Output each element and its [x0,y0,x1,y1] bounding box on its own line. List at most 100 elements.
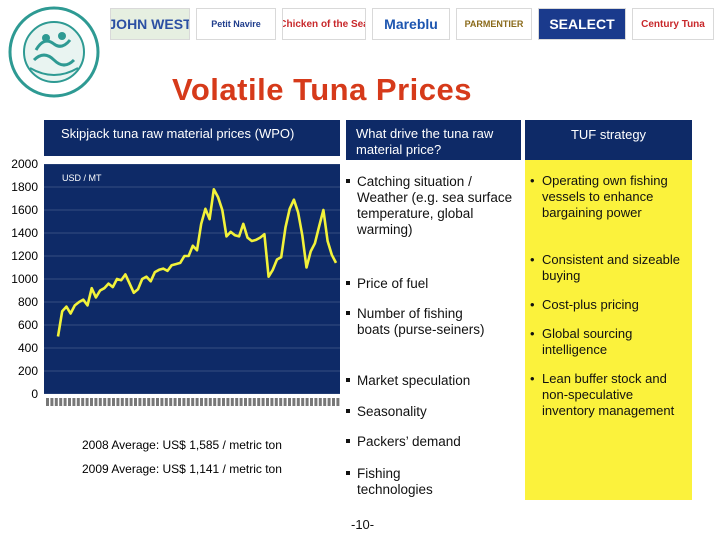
driver-item: Catching situation / Weather (e.g. sea s… [346,174,517,238]
chart-plot-area [44,164,340,394]
x-tick-label [160,398,164,406]
x-tick-label [279,398,283,406]
x-tick-label [112,398,115,406]
tuf-strategy-header: TUF strategy [525,120,692,160]
x-tick-label [226,398,230,406]
x-tick-label [305,398,309,406]
x-tick-label [129,398,133,406]
x-tick-label [116,398,120,406]
driver-item: Price of fuel [346,276,517,292]
x-tick-label [54,398,58,406]
x-tick-label [164,398,168,406]
x-tick-label [156,398,159,406]
x-tick-label [244,398,247,406]
x-tick-label [173,398,177,406]
brand-logo-sealect: SEALECT [538,8,626,40]
x-tick-label [314,398,318,406]
x-tick-label [283,398,287,406]
x-tick-label [191,398,195,406]
y-tick-label: 1600 [11,203,38,217]
x-tick-label [120,398,124,406]
x-tick-label [151,398,155,406]
x-tick-label [200,398,203,406]
chart-unit-label: USD / MT [62,173,102,183]
brand-logo-mareblu: Mareblu [372,8,450,40]
x-tick-label [182,398,186,406]
price-line [56,187,338,337]
x-tick-label [178,398,181,406]
x-tick-label [94,398,98,406]
x-tick-label [332,398,335,406]
avg-2009: 2009 Average: US$ 1,141 / metric ton [82,462,282,476]
y-tick-label: 1800 [11,180,38,194]
strategy-item: • Cost-plus pricing [530,297,639,312]
strategy-item: • Global sourcing intelligence [530,326,633,357]
y-tick-label: 1400 [11,226,38,240]
x-tick-label [169,398,173,406]
x-tick-label [134,398,137,406]
x-tick-label [68,398,71,406]
x-tick-label [270,398,274,406]
x-tick-label [138,398,142,406]
strategy-item: • Operating own fishing vessels to enhanc… [530,173,668,220]
x-axis-date-labels [44,396,340,408]
x-tick-label [107,398,111,406]
slide-title: Volatile Tuna Prices [172,72,473,107]
avg-2008: 2008 Average: US$ 1,585 / metric ton [82,438,282,452]
y-tick-label: 1200 [11,249,38,263]
x-tick-label [301,398,305,406]
company-logo [6,4,102,108]
x-tick-label [222,398,225,406]
driver-item: Market speculation [346,373,517,389]
x-tick-label [63,398,67,406]
x-tick-label [98,398,102,406]
x-tick-label [327,398,331,406]
x-tick-label [217,398,221,406]
y-tick-label: 200 [18,364,38,378]
strategy-item: • Consistent and sizeable buying [530,252,681,283]
x-tick-label [239,398,243,406]
x-tick-label [252,398,256,406]
y-tick-label: 0 [31,387,38,401]
x-tick-label [46,398,49,406]
x-tick-label [195,398,199,406]
brand-logo-john-west: JOHN WEST [110,8,190,40]
x-tick-label [50,398,54,406]
x-tick-label [288,398,291,406]
x-tick-label [336,398,340,406]
strategy-item: • Lean buffer stock and non-speculative i… [530,371,675,418]
y-tick-label: 2000 [11,157,38,171]
x-tick-label [248,398,252,406]
driver-item: Seasonality [346,404,517,420]
x-tick-label [85,398,89,406]
x-tick-label [310,398,313,406]
x-tick-label [208,398,212,406]
x-tick-label [257,398,261,406]
price-chart: 0 200 400 600 800 1000 1200 1400 1600 1800 2000 US… [11,157,340,408]
x-tick-label [318,398,322,406]
x-tick-label [213,398,217,406]
x-tick-label [266,398,269,406]
x-tick-label [147,398,151,406]
drivers-header: What drive the tuna raw material price? [346,120,521,160]
x-tick-label [292,398,296,406]
x-tick-label [90,398,93,406]
brand-logo-parmentier: PARMENTIER [456,8,532,40]
x-tick-label [230,398,234,406]
x-tick-label [76,398,80,406]
y-tick-label: 600 [18,318,38,332]
x-tick-label [59,398,63,406]
x-tick-label [125,398,129,406]
chart-header: Skipjack tuna raw material prices (WPO) [44,120,340,156]
driver-item: Fishing technologies [346,466,467,498]
x-tick-label [323,398,327,406]
x-tick-label [261,398,265,406]
y-tick-label: 800 [18,295,38,309]
brand-logo-century-tuna: Century Tuna [632,8,714,40]
x-tick-label [186,398,190,406]
x-tick-label [296,398,300,406]
brand-logo-chicken-of-the-sea: Chicken of the Sea [282,8,366,40]
x-tick-label [72,398,76,406]
brand-logo-petit-navire: Petit Navire [196,8,276,40]
x-tick-label [142,398,146,406]
